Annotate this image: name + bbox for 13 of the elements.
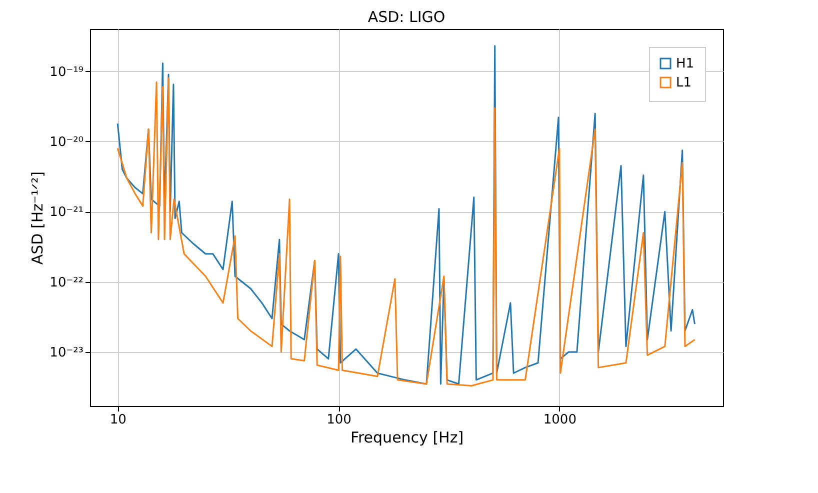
x-tick-label: 1000: [543, 412, 576, 428]
x-tick-label: 10: [110, 412, 126, 428]
y-tick-label: 10⁻¹⁹: [50, 64, 84, 80]
x-axis-title: Frequency [Hz]: [350, 428, 464, 446]
y-axis-title: ASD [Hz⁻¹ᐟ²]: [28, 171, 47, 265]
y-tick-label: 10⁻²⁰: [50, 134, 84, 150]
x-tick-label: 100: [326, 412, 352, 428]
y-tick-label: 10⁻²¹: [50, 205, 84, 220]
legend-label: H1: [676, 56, 694, 72]
y-tick-label: 10⁻²³: [50, 345, 84, 360]
chart-title: ASD: LIGO: [368, 8, 446, 26]
legend-label: L1: [676, 76, 692, 90]
y-tick-label: 10⁻²²: [50, 275, 84, 290]
